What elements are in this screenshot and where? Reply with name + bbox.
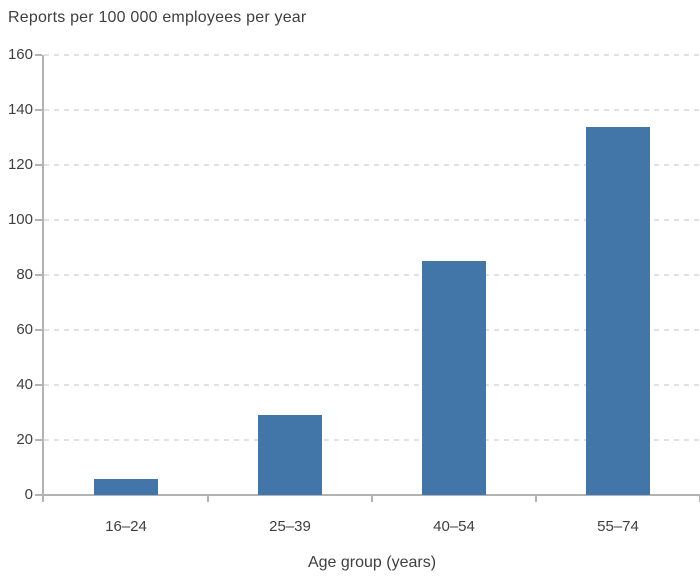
y-axis-tick xyxy=(35,54,42,56)
gridline xyxy=(44,274,700,276)
y-tick-label: 100 xyxy=(7,211,33,228)
gridline xyxy=(44,384,700,386)
x-axis-tick xyxy=(207,496,209,502)
y-axis-tick xyxy=(35,274,42,276)
gridline xyxy=(44,109,700,111)
gridline xyxy=(44,329,700,331)
y-tick-label: 120 xyxy=(7,156,33,173)
bar xyxy=(586,126,650,495)
y-axis-tick xyxy=(35,329,42,331)
gridline xyxy=(44,54,700,56)
y-axis-tick xyxy=(35,494,42,496)
x-axis-title: Age group (years) xyxy=(307,554,437,571)
bar xyxy=(258,415,322,495)
y-tick-label: 60 xyxy=(16,321,33,338)
y-tick-label: 160 xyxy=(7,46,33,63)
plot-area xyxy=(35,54,700,502)
x-axis-line xyxy=(42,494,700,496)
gridline xyxy=(44,439,700,441)
x-tick-label: 25–39 xyxy=(269,518,311,535)
y-axis-tick xyxy=(35,439,42,441)
bar xyxy=(94,478,158,495)
bar xyxy=(422,261,486,495)
x-axis-tick-labels: 16–24 25–39 40–54 55–74 xyxy=(44,517,700,537)
y-tick-label: 20 xyxy=(16,431,33,448)
y-axis-tick xyxy=(35,109,42,111)
x-tick-label: 40–54 xyxy=(433,518,475,535)
y-axis-line xyxy=(42,55,44,502)
gridline xyxy=(44,164,700,166)
y-tick-label: 140 xyxy=(7,101,33,118)
x-axis-tick xyxy=(371,496,373,502)
chart-title: Reports per 100 000 employees per year xyxy=(8,9,307,26)
y-tick-label: 80 xyxy=(16,266,33,283)
y-tick-label: 40 xyxy=(16,376,33,393)
x-tick-label: 16–24 xyxy=(105,518,147,535)
y-axis-tick xyxy=(35,384,42,386)
gridline xyxy=(44,219,700,221)
y-axis-tick-labels: 0 20 40 60 80 100 120 140 160 xyxy=(0,46,33,503)
x-tick-label: 55–74 xyxy=(597,518,639,535)
y-axis-tick xyxy=(35,219,42,221)
y-tick-label: 0 xyxy=(24,486,33,503)
y-axis-tick xyxy=(35,164,42,166)
x-axis-tick xyxy=(535,496,537,502)
